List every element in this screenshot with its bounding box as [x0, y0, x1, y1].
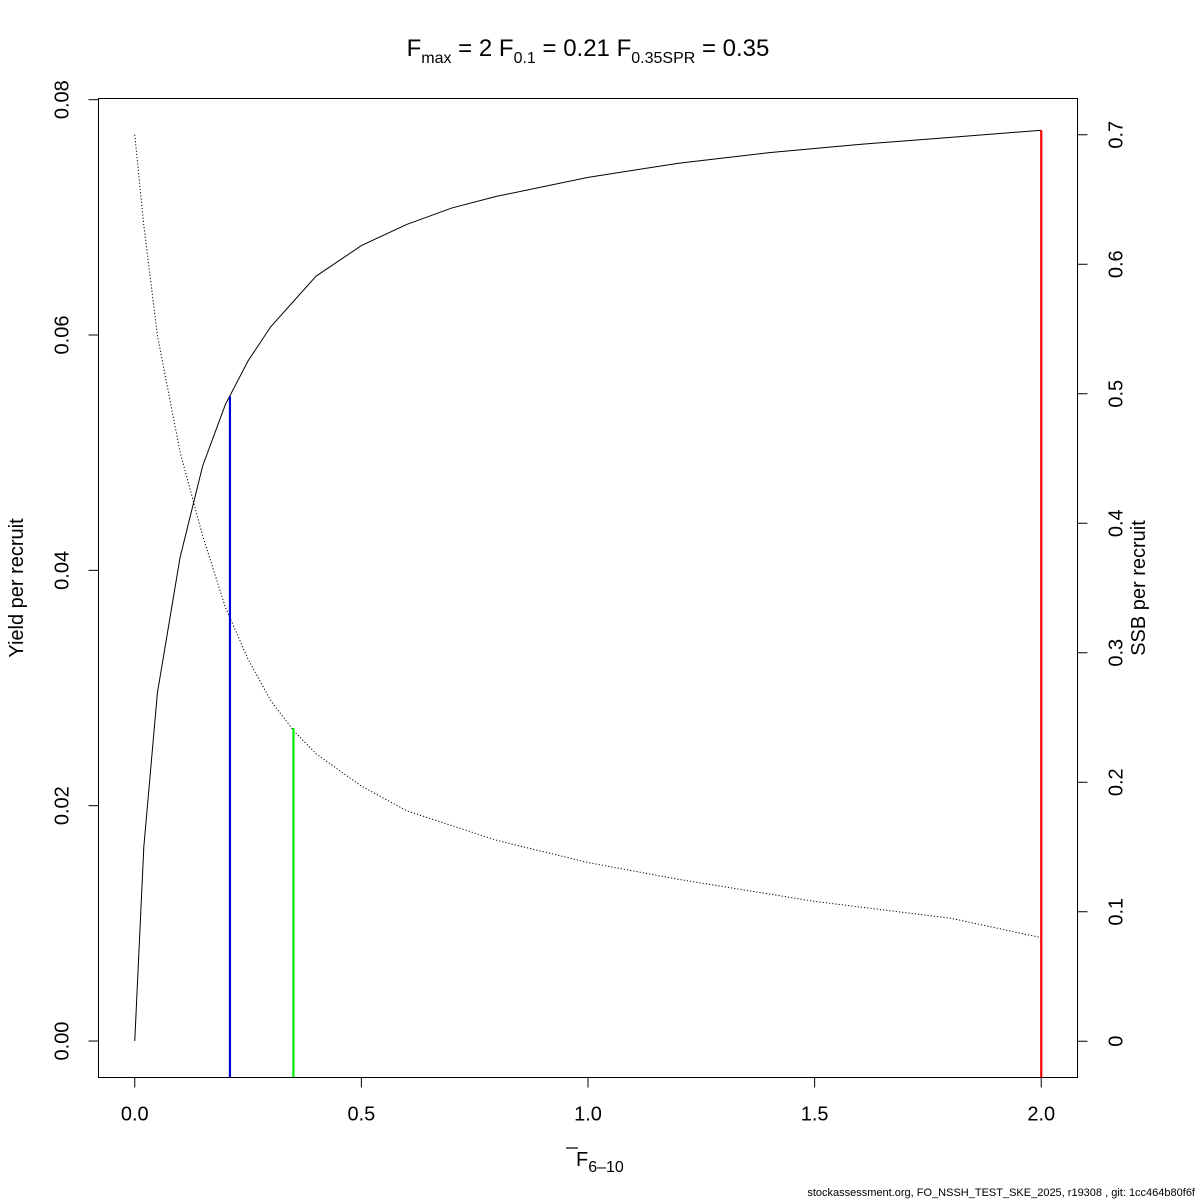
x-axis-title-sub: 6–10: [588, 1159, 624, 1176]
chart-title: Fmax = 2 F0.1 = 0.21 F0.35SPR = 0.35: [407, 35, 770, 67]
x-tick-label: 1.0: [574, 1104, 602, 1126]
x-tick-label: 1.5: [801, 1104, 829, 1126]
x-axis-title-main: F: [576, 1149, 588, 1171]
title-fspr-symbol: F: [617, 35, 632, 62]
y-tick-label: 0.00: [52, 1022, 74, 1061]
series-layer: [134, 129, 1042, 1042]
x-tick-label: 0.5: [347, 1104, 375, 1126]
ssb-per-recruit-line: [134, 134, 1042, 939]
y-axis-title: Yield per recruit: [6, 518, 28, 658]
y-tick-label: 0.06: [52, 316, 74, 355]
y2-tick-label: 0.3: [1106, 639, 1128, 667]
title-fmax-symbol: F: [407, 35, 422, 62]
y2-tick-label: 0.2: [1106, 768, 1128, 796]
title-fspr-subscript: 0.35SPR: [631, 50, 695, 67]
title-f01-symbol: F: [499, 35, 514, 62]
x-tick-label: 2.0: [1027, 1104, 1055, 1126]
y2-tick-label: 0.7: [1106, 121, 1128, 149]
y-tick-label: 0.08: [52, 80, 74, 119]
y2-tick-label: 0.4: [1106, 509, 1128, 537]
title-fspr-value: 0.35: [723, 35, 770, 62]
y-tick-label: 0.04: [52, 551, 74, 590]
title-fmax-value: 2: [479, 35, 492, 62]
y2-tick-label: 0.6: [1106, 250, 1128, 278]
y2-axis-title: SSB per recruit: [1128, 520, 1150, 656]
title-f01-value: 0.21: [563, 35, 610, 62]
x-tick-label: 0.0: [121, 1104, 149, 1126]
footer-credit: stockassessment.org, FO_NSSH_TEST_SKE_20…: [807, 1187, 1196, 1199]
title-fmax-subscript: max: [421, 50, 451, 67]
y2-tick-label: 0.1: [1106, 898, 1128, 926]
plot-frame: [98, 98, 1078, 1078]
y2-tick-label: 0.5: [1106, 380, 1128, 408]
reference-lines-layer: [228, 130, 1043, 1078]
x-axis-title: F6–10: [576, 1149, 624, 1176]
y-tick-label: 0.02: [52, 786, 74, 825]
axes-layer: 0.0 0.5 1.0 1.5 2.0 0.00 0.02 0.04 0.06 0.08 0 0.1 0…: [52, 80, 1128, 1125]
title-f01-subscript: 0.1: [514, 50, 536, 67]
y2-tick-label: 0: [1106, 1036, 1128, 1047]
yield-per-recruit-line: [134, 129, 1042, 1042]
